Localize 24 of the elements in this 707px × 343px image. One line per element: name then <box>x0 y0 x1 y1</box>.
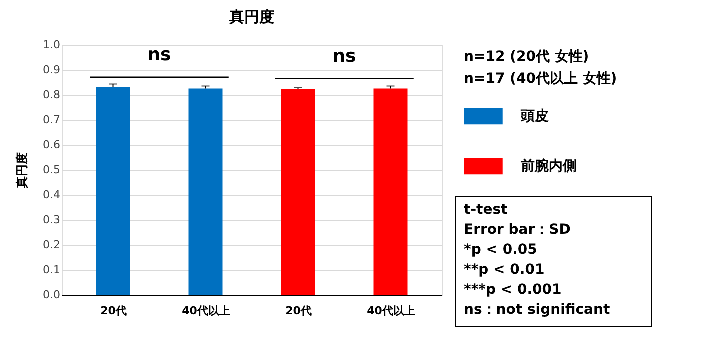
x-tick-label: 20代 <box>100 304 127 318</box>
y-axis-title: 真円度 <box>15 152 30 190</box>
x-tick-label: 40代以上 <box>182 304 230 318</box>
y-tick-label: 0.8 <box>43 88 60 102</box>
annotation: ns <box>148 44 172 66</box>
y-tick-label: 0.1 <box>43 264 60 276</box>
text: n=17 (40代以上 女性) <box>464 71 618 87</box>
legend-label: 頭皮 <box>520 108 549 124</box>
y-tick-label: 0.5 <box>43 164 60 176</box>
annotation: ns <box>332 46 356 67</box>
legend-label: 前腕内側 <box>520 158 577 174</box>
x-tick-label: 40代以上 <box>367 304 416 318</box>
y-tick-label: 0.7 <box>43 114 60 126</box>
text: t-test Error bar：SD *p < 0.05 **p < 0.01 ***p < 0.001 ns：not significant <box>464 202 610 318</box>
y-tick-label: 1.0 <box>43 38 60 52</box>
y-tick-label: 0.0 <box>43 288 60 302</box>
chart-title: 真円度 <box>228 8 274 26</box>
y-tick-label: 0.6 <box>43 138 60 152</box>
y-tick-label: 0.9 <box>43 64 60 76</box>
y-tick-label: 0.2 <box>43 238 60 252</box>
x-tick-label: 20代 <box>286 304 312 318</box>
text: n=12 (20代 女性) <box>464 49 590 65</box>
y-tick-label: 0.3 <box>43 214 60 226</box>
y-tick-label: 0.4 <box>43 188 60 202</box>
